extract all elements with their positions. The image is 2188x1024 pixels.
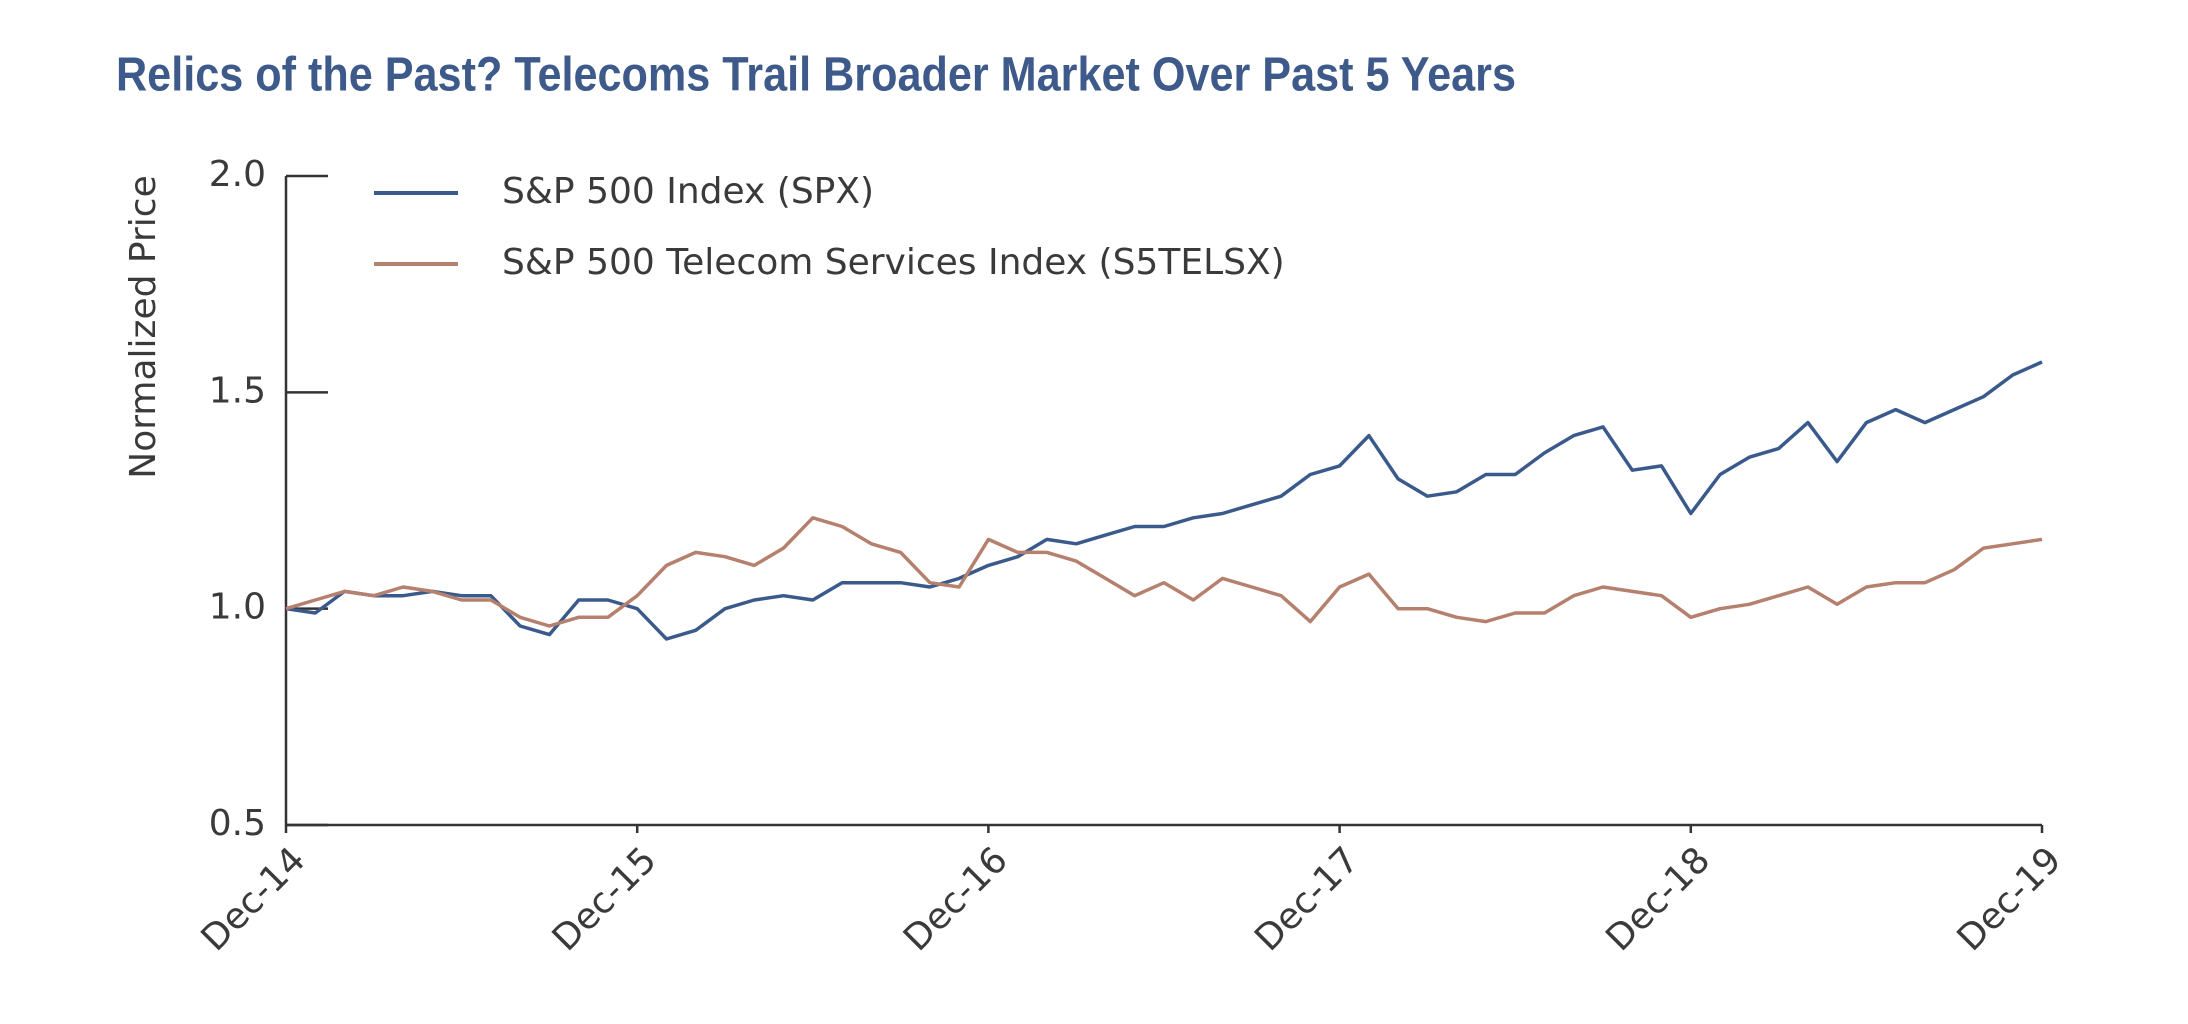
x-tick-label: Dec-14 [194,839,314,959]
x-tick-label: Dec-18 [1598,839,1718,959]
series-line [285,516,2043,628]
x-tick-label: Dec-19 [1950,839,2070,959]
chart-title: Relics of the Past? Telecoms Trail Broad… [116,49,1516,102]
x-tick-label: Dec-17 [1247,839,1367,959]
y-tick-label: 2.0 [209,154,266,195]
x-tick-label: Dec-15 [545,839,665,959]
y-axis-label: Normalized Price [123,175,164,478]
y-tick-label: 1.5 [209,370,266,411]
x-tick-label: Dec-16 [896,839,1016,959]
legend-label: S&P 500 Telecom Services Index (S5TELSX) [502,242,1285,283]
series-line [285,360,2043,641]
y-tick-label: 0.5 [209,803,266,844]
legend-label: S&P 500 Index (SPX) [502,171,874,212]
y-tick-label: 1.0 [209,587,266,628]
